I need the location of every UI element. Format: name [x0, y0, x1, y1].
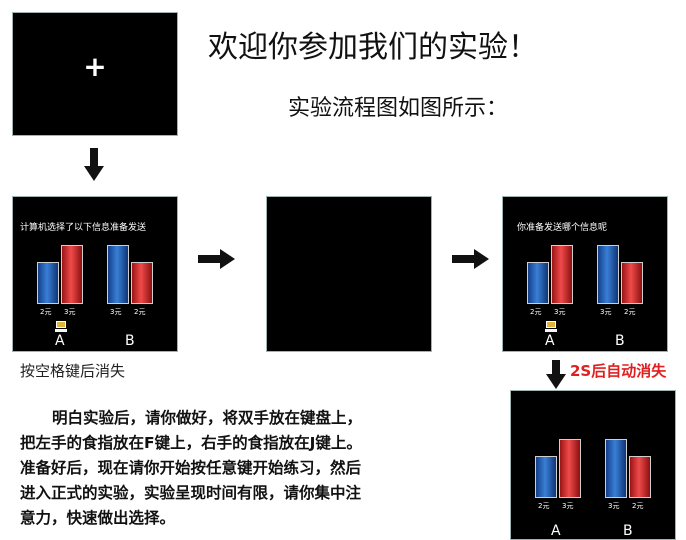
instruction-line: 把左手的食指放在F键上，右手的食指放在J键上。	[20, 434, 362, 452]
bar-b-right	[629, 456, 651, 498]
page-title: 欢迎你参加我们的实验！	[208, 30, 538, 65]
instructions: 明白实验后，请你做好，将双手放在键盘上， 把左手的食指放在F键上，右手的食指放在…	[20, 406, 490, 531]
participant-choice-screen: 你准备发送哪个信息呢 2元 3元 3元 2元 A B	[502, 196, 668, 352]
price-label: 2元	[624, 308, 636, 316]
blank-screen	[266, 196, 432, 352]
instruction-line: 准备好后，现在请你开始按任意键开始练习，然后	[20, 459, 362, 477]
bar-a-left	[535, 456, 557, 498]
arrow-down-icon	[546, 360, 566, 389]
price-label: 3元	[608, 502, 620, 510]
price-label: 3元	[562, 502, 574, 510]
bar-a-right	[559, 439, 581, 498]
price-label: 3元	[110, 308, 122, 316]
page-subtitle: 实验流程图如图所示：	[288, 96, 509, 121]
option-a-label: A	[545, 333, 555, 349]
computer-choice-prompt: 计算机选择了以下信息准备发送	[20, 223, 147, 233]
participant-choice-prompt: 你准备发送哪个信息呢	[517, 223, 608, 233]
bar-a-right	[551, 245, 573, 304]
arrow-down-icon	[84, 148, 104, 181]
option-b-label: B	[615, 333, 625, 349]
instruction-line: 明白实验后，请你做好，将双手放在键盘上，	[52, 409, 363, 427]
price-label: 2元	[632, 502, 644, 510]
price-label: 3元	[554, 308, 566, 316]
option-a-label: A	[551, 523, 561, 539]
price-label: 3元	[600, 308, 612, 316]
price-label: 2元	[530, 308, 542, 316]
fixation-screen: +	[12, 12, 178, 136]
arrow-right-icon	[198, 249, 235, 269]
price-label: 3元	[64, 308, 76, 316]
price-label: 2元	[40, 308, 52, 316]
bar-a-right	[61, 245, 83, 304]
bar-b-right	[131, 262, 153, 304]
computer-choice-screen: 计算机选择了以下信息准备发送 2元 3元 3元 2元 A B	[12, 196, 178, 352]
result-screen: 2元 3元 3元 2元 A B	[510, 390, 676, 540]
fixation-cross: +	[83, 50, 107, 83]
price-label: 2元	[538, 502, 550, 510]
bar-b-right	[621, 262, 643, 304]
option-b-label: B	[125, 333, 135, 349]
caption-space-key: 按空格键后消失	[20, 362, 126, 380]
cursor-icon	[55, 321, 67, 332]
bar-a-left	[527, 262, 549, 304]
arrow-right-icon	[452, 249, 489, 269]
bar-a-left	[37, 262, 59, 304]
cursor-icon	[545, 321, 557, 332]
option-a-label: A	[55, 333, 65, 349]
caption-auto-dismiss: 2S后自动消失	[570, 362, 667, 380]
instruction-line: 意力，快速做出选择。	[20, 509, 176, 527]
bar-b-left	[107, 245, 129, 304]
price-label: 2元	[134, 308, 146, 316]
bar-b-left	[605, 439, 627, 498]
bar-b-left	[597, 245, 619, 304]
option-b-label: B	[623, 523, 633, 539]
instruction-line: 进入正式的实验，实验呈现时间有限，请你集中注	[20, 484, 362, 502]
